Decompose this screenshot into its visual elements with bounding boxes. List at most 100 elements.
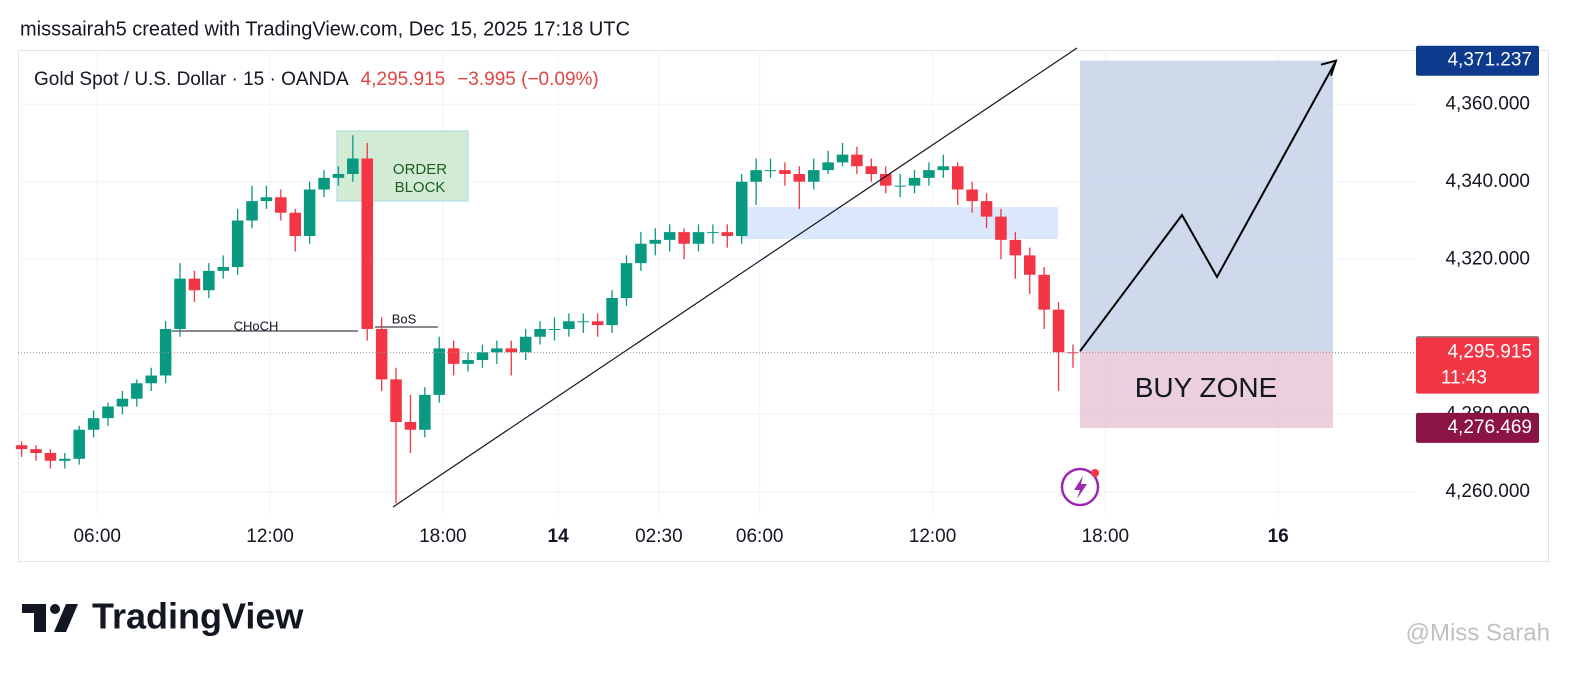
candle-body (447, 348, 460, 364)
bos-label: BoS (392, 311, 417, 326)
candle-body (894, 185, 906, 187)
candle-body (102, 406, 114, 419)
chart-frame (18, 50, 1549, 562)
candle-body (347, 158, 359, 174)
alert-icon[interactable] (1060, 467, 1100, 507)
candle-body (764, 170, 777, 172)
candle-body (793, 174, 806, 182)
candle-body (332, 174, 345, 178)
candle-body (937, 166, 950, 171)
order-block (336, 130, 469, 202)
candle-body (289, 212, 302, 236)
logo-stem (34, 604, 46, 632)
candle-body (375, 329, 388, 380)
candle-body (231, 220, 244, 267)
candle-body (678, 232, 690, 244)
order-block-label: ORDER (393, 161, 447, 178)
price-countdown: 11:43 (1441, 368, 1487, 389)
candle-body (87, 418, 100, 430)
candle-body (836, 154, 849, 163)
candle-body (505, 348, 518, 353)
profit-zone (1080, 60, 1333, 352)
x-tick-label: 14 (548, 526, 570, 547)
symbol: Gold Spot / U.S. Dollar · 15 · OANDA (34, 69, 349, 90)
logo-dot (50, 604, 60, 614)
candle-body (923, 170, 935, 178)
x-tick-label: 16 (1268, 526, 1289, 547)
x-tick-label: 18:00 (1082, 526, 1130, 547)
candle-body (663, 232, 676, 240)
arrow-head (1320, 59, 1338, 77)
candle-body (548, 329, 561, 330)
candle-body (606, 298, 618, 326)
logo (22, 604, 78, 632)
last-price: 4,295.915 (361, 69, 446, 90)
watermark: @Miss Sarah (1406, 619, 1550, 646)
candle-body (15, 445, 28, 450)
candle-body (851, 154, 863, 167)
y-tick-label: 4,340.000 (1445, 171, 1530, 192)
candle-body (1023, 255, 1036, 275)
candle-body (217, 267, 229, 271)
candle-body (980, 201, 993, 217)
candle-body (303, 189, 316, 236)
x-tick-label: 12:00 (909, 526, 957, 547)
candle-body (966, 189, 978, 202)
candle-body (635, 243, 647, 264)
candle-body (433, 348, 446, 395)
x-tick-label: 02:30 (635, 526, 683, 547)
alert-dot (1091, 469, 1099, 477)
candle-body (779, 170, 791, 174)
candle-body (735, 181, 748, 236)
candle-body (750, 170, 762, 182)
candle-body (649, 239, 662, 244)
candle-body (865, 166, 878, 174)
candle-body (44, 453, 57, 461)
candle-body (822, 162, 834, 171)
x-tick-label: 06:00 (736, 526, 784, 547)
price-tag-label: 4,276.469 (1447, 417, 1532, 438)
candle-body (534, 329, 546, 337)
candle-body (1052, 309, 1065, 353)
projection-arrow (1079, 62, 1336, 352)
candle-body (476, 352, 489, 360)
candle-body (145, 375, 157, 384)
buy-zone-label: BUY ZONE (1135, 372, 1278, 403)
candle-body (577, 321, 590, 323)
candle-body (246, 201, 258, 221)
stop-zone (1080, 351, 1333, 428)
logo-slash (54, 604, 78, 632)
candle-body (419, 394, 431, 430)
candle-body (30, 449, 42, 453)
price-change: −3.995 (−0.09%) (457, 69, 599, 90)
y-tick-label: 4,360.000 (1445, 93, 1530, 114)
trend-line (392, 47, 1078, 508)
candle-body (390, 379, 402, 422)
candle-body (59, 458, 71, 461)
supply-zone (740, 207, 1058, 239)
candle-body (404, 422, 417, 430)
candle-body (131, 383, 143, 399)
y-tick-label: 4,320.000 (1445, 248, 1530, 269)
candle-body (951, 166, 964, 190)
candle-body (908, 177, 921, 186)
candle-body (563, 321, 575, 329)
price-tag (1416, 45, 1539, 76)
candle-body (318, 177, 330, 190)
candle-body (1067, 352, 1079, 354)
candle-body (462, 360, 474, 364)
candle-body (721, 232, 734, 236)
y-tick-label: 4,260.000 (1445, 481, 1530, 502)
candle-body (116, 398, 129, 407)
candle-body (620, 263, 633, 298)
candle-body (260, 197, 273, 202)
candle-body (519, 336, 532, 353)
credit: misssairah5 created with TradingView.com… (20, 18, 630, 40)
candle-body (188, 278, 201, 291)
candle-body (491, 348, 503, 353)
price-tag-label: 4,295.915 (1447, 342, 1532, 363)
choch-label: CHoCH (234, 318, 279, 333)
candle-body (807, 170, 820, 182)
